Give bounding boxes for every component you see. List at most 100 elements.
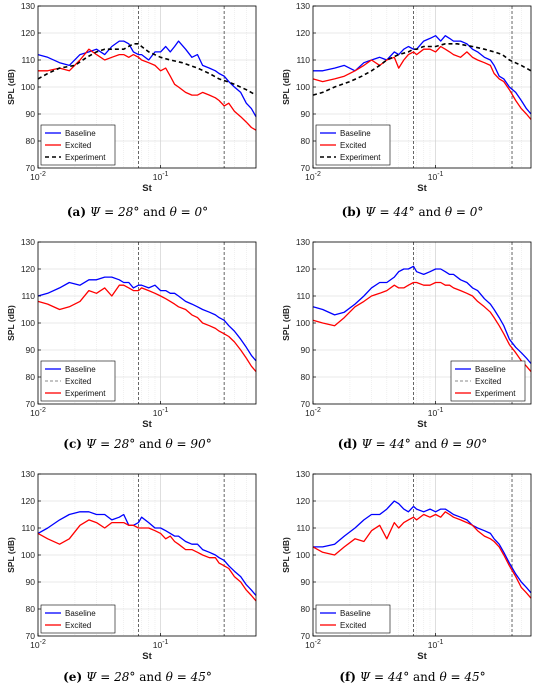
y-tick-label: 100 <box>21 82 35 92</box>
x-axis-label: St <box>417 651 427 662</box>
caption-and: and <box>139 670 162 684</box>
y-tick-label: 120 <box>296 264 310 274</box>
series-line-experiment <box>312 281 532 373</box>
legend-box <box>315 604 391 634</box>
series-line-experiment <box>37 284 257 373</box>
x-tick-label: 10-1 <box>153 639 169 650</box>
x-axis-label: St <box>142 183 152 194</box>
caption-psi: Ψ = 44° <box>365 205 415 219</box>
chart-panel-e: 70 80 90 100 110 120 130 10-2 10-1St SPL (dB) Base… <box>6 469 257 662</box>
caption-and: and <box>139 437 162 451</box>
y-tick-label: 90 <box>26 577 36 587</box>
series-line-baseline <box>37 511 257 596</box>
x-tick-label: 10-1 <box>428 639 444 650</box>
caption-theta: θ = 0° <box>444 205 484 219</box>
legend-label: Baseline <box>65 129 96 138</box>
y-tick-label: 70 <box>301 163 311 173</box>
y-tick-label: 80 <box>26 604 36 614</box>
caption-b: (b) Ψ = 44° and θ = 0° <box>275 205 550 219</box>
legend-label: Excited <box>65 141 91 150</box>
x-axis-label: St <box>417 183 427 194</box>
y-tick-label: 110 <box>296 291 310 301</box>
legend-label: Baseline <box>340 129 371 138</box>
y-tick-label: 110 <box>296 55 310 65</box>
x-axis-label: St <box>417 419 427 430</box>
series-line-excited <box>312 511 532 599</box>
x-tick-label: 10-1 <box>153 407 169 418</box>
y-tick-label: 80 <box>301 372 311 382</box>
x-tick-label: 10-1 <box>428 407 444 418</box>
y-tick-label: 80 <box>26 372 36 382</box>
caption-theta: θ = 0° <box>169 205 209 219</box>
y-tick-label: 80 <box>301 604 311 614</box>
y-tick-label: 130 <box>296 469 310 479</box>
series-line-excited <box>37 519 257 602</box>
caption-label: (e) <box>63 670 83 684</box>
y-tick-label: 110 <box>21 55 35 65</box>
series-line-baseline <box>313 500 532 594</box>
caption-and: and <box>414 437 438 451</box>
legend-label: Experiment <box>65 153 106 162</box>
caption-psi: Ψ = 28° <box>85 670 136 684</box>
legend-label: Excited <box>65 377 91 386</box>
x-tick-label: 10-2 <box>305 407 321 418</box>
legend: Baseline Excited Experiment <box>315 124 391 166</box>
caption-f: (f) Ψ = 44° and θ = 45° <box>275 670 550 684</box>
legend: Baseline Excited Experiment <box>40 124 116 166</box>
y-tick-label: 130 <box>21 1 35 11</box>
y-tick-label: 100 <box>21 550 35 560</box>
chart-panel-f: 70 80 90 100 110 120 130 10-2 10-1St SPL (dB) Base… <box>281 469 532 662</box>
caption-a: (a) Ψ = 28° and θ = 0° <box>0 205 275 219</box>
x-tick-label: 10-2 <box>305 639 321 650</box>
series-line-experiment <box>37 42 257 96</box>
y-tick-label: 70 <box>301 399 311 409</box>
y-tick-label: 120 <box>296 496 310 506</box>
caption-d: (d) Ψ = 44° and θ = 90° <box>275 437 550 451</box>
caption-label: (f) <box>339 670 356 684</box>
x-tick-label: 10-2 <box>305 171 321 182</box>
series-line-baseline <box>37 40 257 118</box>
x-tick-label: 10-2 <box>30 407 46 418</box>
chart-panel-b: 70 80 90 100 110 120 130 10-2 10-1St SPL (dB) Base… <box>281 1 532 194</box>
x-tick-label: 10-1 <box>428 171 444 182</box>
legend-box <box>40 604 116 634</box>
caption-e: (e) Ψ = 28° and θ = 45° <box>0 670 275 684</box>
y-tick-label: 110 <box>296 523 310 533</box>
y-tick-label: 100 <box>296 318 310 328</box>
y-axis-label: SPL (dB) <box>6 305 16 341</box>
caption-theta: θ = 90° <box>165 437 212 451</box>
series-line-baseline <box>37 276 257 362</box>
x-axis-label: St <box>142 651 152 662</box>
y-tick-label: 120 <box>21 28 35 38</box>
y-tick-label: 130 <box>296 1 310 11</box>
series-line-excited <box>312 45 532 120</box>
y-tick-label: 90 <box>301 577 311 587</box>
y-axis-label: SPL (dB) <box>281 69 291 105</box>
series-line-experiment <box>312 42 532 96</box>
y-tick-label: 70 <box>26 631 36 641</box>
y-tick-label: 70 <box>301 631 311 641</box>
y-tick-label: 110 <box>21 291 35 301</box>
y-tick-label: 130 <box>21 237 35 247</box>
caption-psi: Ψ = 44° <box>359 670 410 684</box>
y-tick-label: 80 <box>26 136 36 146</box>
series-line-excited <box>38 48 257 131</box>
x-tick-label: 10-2 <box>30 171 46 182</box>
caption-theta: θ = 45° <box>165 670 212 684</box>
y-tick-label: 130 <box>296 237 310 247</box>
y-tick-label: 90 <box>26 345 36 355</box>
y-tick-label: 70 <box>26 163 36 173</box>
caption-psi: Ψ = 28° <box>85 437 136 451</box>
y-axis-label: SPL (dB) <box>6 69 16 105</box>
legend-label: Excited <box>340 621 366 630</box>
caption-label: (a) <box>66 205 87 219</box>
legend: Baseline Excited Experiment <box>450 360 526 402</box>
series-line-baseline <box>312 265 532 364</box>
chart-panel-a: 70 80 90 100 110 120 130 10-2 10-1St SPL (dB) Base… <box>6 1 257 194</box>
legend-label: Excited <box>475 377 501 386</box>
caption-c: (c) Ψ = 28° and θ = 90° <box>0 437 275 451</box>
y-tick-label: 100 <box>296 82 310 92</box>
x-tick-label: 10-2 <box>30 639 46 650</box>
legend-box <box>40 360 116 402</box>
